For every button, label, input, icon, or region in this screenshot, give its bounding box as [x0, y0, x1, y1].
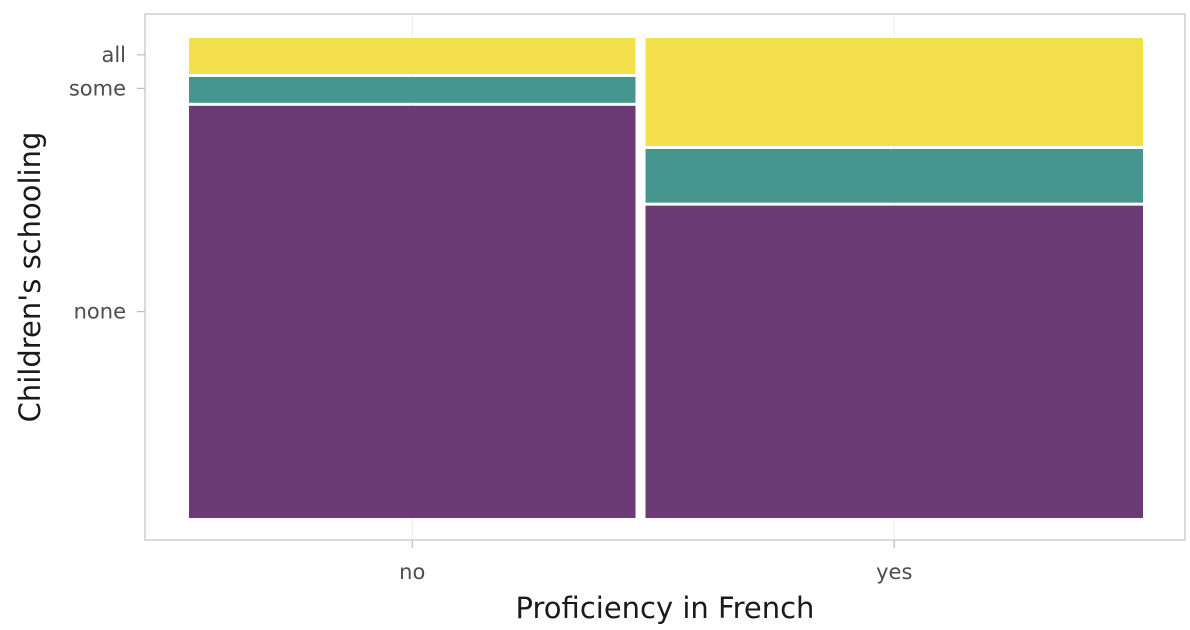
y-ticks-layer: all some none: [69, 43, 145, 324]
y-axis-title: Children's schooling: [13, 132, 47, 423]
y-tick-label-none: none: [74, 300, 126, 324]
tile-yes-some: [645, 149, 1143, 203]
x-tick-label-yes: yes: [876, 560, 912, 584]
tiles-layer: [189, 38, 1143, 519]
tile-no-none: [189, 105, 636, 519]
y-tick-label-some: some: [69, 76, 126, 100]
x-tick-label-no: no: [399, 560, 425, 584]
tile-no-some: [189, 77, 636, 103]
x-ticks-layer: no yes: [399, 540, 912, 584]
x-axis-title: Proficiency in French: [516, 591, 815, 625]
tile-yes-all: [645, 38, 1143, 146]
y-tick-label-all: all: [101, 43, 126, 67]
tile-no-all: [189, 38, 636, 74]
tile-yes-none: [645, 205, 1143, 518]
